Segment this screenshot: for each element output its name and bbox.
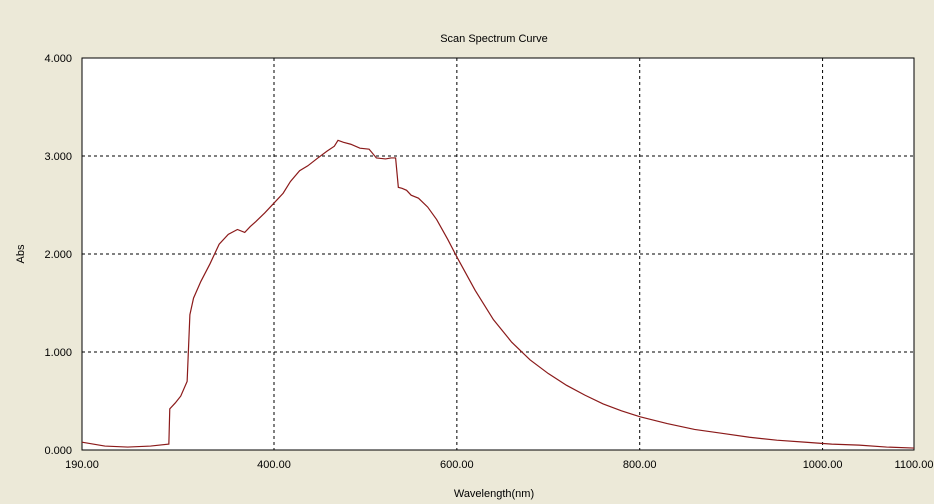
x-tick-label: 190.00: [65, 459, 99, 471]
y-tick-label: 0.000: [44, 445, 72, 457]
x-axis-label: Wavelength(nm): [454, 488, 534, 500]
chart-title: Scan Spectrum Curve: [440, 33, 548, 45]
x-tick-label: 600.00: [440, 459, 474, 471]
x-tick-label: 1100.00: [895, 459, 934, 471]
y-tick-label: 1.000: [44, 347, 72, 359]
y-tick-label: 3.000: [44, 151, 72, 163]
x-tick-label: 800.00: [623, 459, 657, 471]
y-axis-label: Abs: [15, 244, 27, 263]
series-line: [81, 139, 915, 449]
y-tick-label: 4.000: [44, 53, 72, 65]
x-tick-label: 400.00: [257, 459, 291, 471]
y-tick-label: 2.000: [44, 249, 72, 261]
x-tick-label: 1000.00: [803, 459, 843, 471]
